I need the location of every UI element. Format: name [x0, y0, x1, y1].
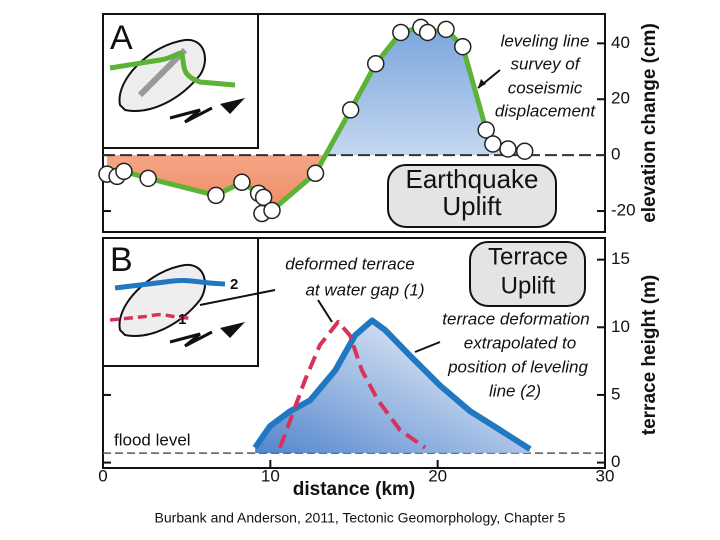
annotation-line: survey of: [511, 54, 582, 73]
survey-point: [437, 20, 455, 39]
box-label: Uplift: [442, 191, 502, 221]
survey-point: [484, 135, 502, 153]
box-label: Uplift: [501, 272, 556, 299]
x-tick-label: 20: [428, 466, 447, 485]
survey-point: [341, 101, 360, 119]
survey-point: [306, 164, 325, 183]
annotation-line: line (2): [489, 381, 541, 400]
annotation-line: displacement: [495, 101, 596, 120]
survey-point: [499, 140, 517, 158]
caption: Burbank and Anderson, 2011, Tectonic Geo…: [155, 510, 566, 526]
terrace-area: [255, 320, 531, 454]
label-box: [387, 164, 557, 228]
flood-level-label: flood level: [114, 431, 191, 450]
survey-point: [515, 142, 534, 160]
survey-point: [263, 201, 281, 220]
series-label: 2: [230, 276, 238, 293]
y-tick-label: 10: [611, 317, 630, 336]
panel-a-label: A: [110, 19, 133, 57]
box-label: Terrace: [488, 243, 568, 270]
annotation-line: at water gap (1): [305, 280, 424, 299]
y-tick-label: 40: [611, 33, 630, 52]
annotation: leveling line survey of coseismic displa…: [285, 31, 596, 400]
x-axis-title: distance (km): [293, 479, 415, 500]
annotation-line: extrapolated to: [464, 333, 576, 352]
annotation-line: leveling line: [501, 31, 590, 50]
inset-a: A: [102, 13, 259, 149]
x-tick-label: 10: [261, 466, 280, 485]
annotation-arrow: [317, 299, 333, 323]
terrace-line: [278, 319, 427, 450]
inset-b: B 2 1: [102, 237, 259, 367]
annotation-arrow: [414, 341, 441, 353]
y-axis-title: terrace height (m): [639, 275, 660, 435]
survey-line: [106, 24, 526, 217]
survey-point: [418, 23, 437, 42]
panel-a: -20 0 20 40: [98, 18, 636, 223]
y-tick-label: -20: [611, 201, 636, 220]
panel-b-label: B: [110, 241, 133, 279]
annotation-line: coseismic: [508, 78, 583, 97]
annotation-line: position of leveling: [447, 357, 588, 376]
survey-point: [115, 162, 133, 181]
area-positive: [325, 27, 525, 155]
y-tick-label: 0: [611, 145, 620, 164]
survey-point: [454, 37, 472, 56]
y-tick-label: 5: [611, 384, 620, 403]
survey-point: [367, 54, 385, 73]
annotation-line: deformed terrace: [285, 254, 414, 273]
annotation-arrow: [199, 289, 276, 306]
x-tick-label: 30: [596, 466, 615, 485]
y-tick-label: 20: [611, 89, 630, 108]
survey-point: [207, 186, 225, 205]
survey-point: [233, 173, 251, 192]
label-box: [469, 241, 586, 307]
survey-point: [139, 169, 157, 188]
y-tick-label: 0: [611, 452, 620, 471]
survey-point: [477, 121, 495, 139]
annotation-line: terrace deformation: [442, 309, 589, 328]
y-axis-title: elevation change (cm): [639, 23, 660, 223]
box-label: Earthquake: [406, 164, 539, 194]
series-label: 1: [178, 311, 186, 328]
y-tick-label: 15: [611, 249, 630, 268]
area-negative: [107, 155, 525, 214]
panel-b: 0 5 10 15 0 10 20 30 flood level: [98, 249, 630, 485]
terrace-line: [252, 317, 532, 452]
annotation-arrow: [478, 79, 486, 88]
x-tick-label: 0: [98, 466, 107, 485]
survey-point: [392, 23, 410, 42]
